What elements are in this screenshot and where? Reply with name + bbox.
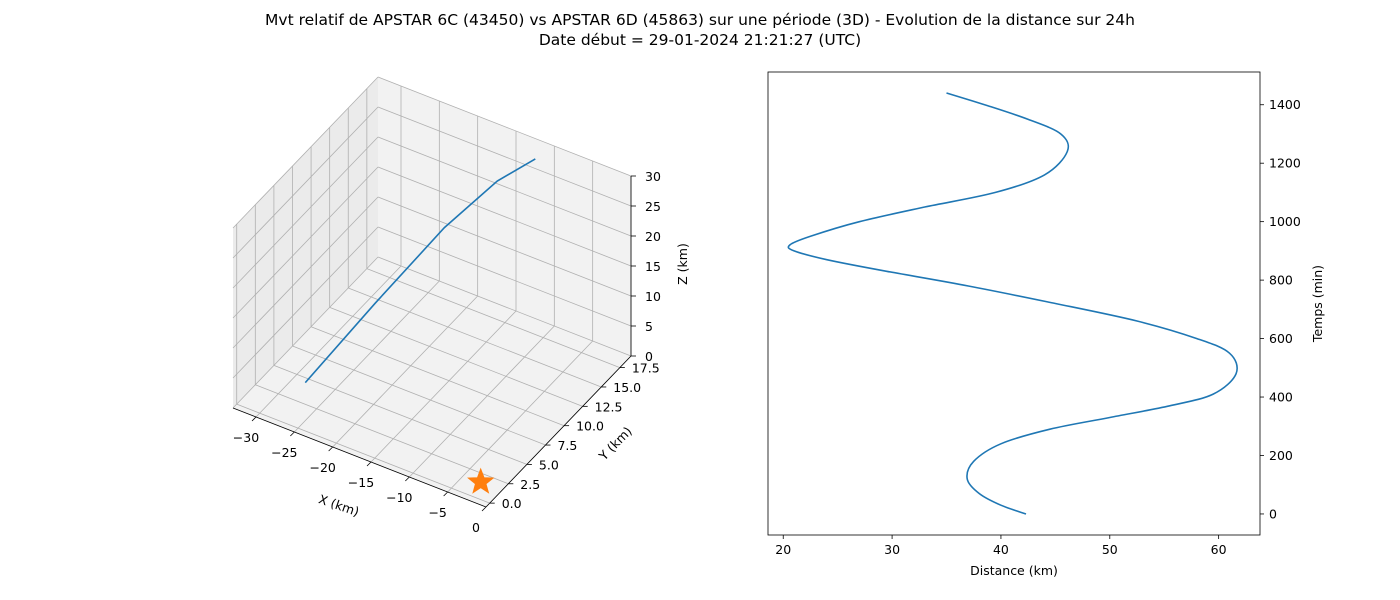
x-tick-label: 40 [993,542,1009,557]
x-tick-label: −15 [348,475,374,490]
x-tick-mark [405,476,410,482]
x-tick-mark [328,446,333,452]
trajectory-line [304,158,536,384]
figure-title: Mvt relatif de APSTAR 6C (43450) vs APST… [0,10,1400,50]
grid-line-y-floor [273,365,528,465]
y-tick-label: 15.0 [613,380,641,395]
title-line-2: Date début = 29-01-2024 21:21:27 (UTC) [538,31,862,49]
grid-line-y-floor [310,326,565,427]
x-tick-mark [251,416,257,422]
y-axis-line [485,355,632,508]
z-tick-label: 0 [645,349,653,364]
grid-line-z-back [377,106,632,207]
grid-line-x-floor [447,340,593,493]
grid-line-z-back [377,256,632,357]
y-tick-label: 600 [1269,331,1293,346]
z-tick-label: 30 [645,169,661,184]
x-tick-label: 20 [775,542,791,557]
distance-series-line [787,92,1238,515]
y-tick-label: 1000 [1269,214,1301,229]
chart-3d-trajectory: −30 −25 −20 −15 −10 −5 0 0.0 2.5 5.0 7.5 10.0 12.5 15… [232,76,690,535]
grid-line-x-floor [409,325,555,478]
grid-line-z-side [232,226,379,379]
grid-line-z-back [377,136,632,237]
z-tick-label: 15 [645,259,661,274]
grid-line-z-side [232,256,379,409]
x-tick-mark [481,506,487,512]
x-tick-label: −25 [271,445,297,460]
y-axis-label: Temps (min) [1310,265,1325,343]
x-tick-label: −30 [233,430,259,445]
z-tick-label: 5 [645,319,653,334]
grid-line-z-back [377,226,632,327]
x-tick-label: −20 [309,460,335,475]
grid-line-x-floor [255,265,402,418]
grid-line-y-floor [366,268,620,368]
plot-frame [767,71,1261,536]
x-tick-mark [366,461,372,467]
title-line-1: Mvt relatif de APSTAR 6C (43450) vs APST… [265,11,1135,29]
y-tick-label: 10.0 [576,419,604,434]
x-tick-label: −10 [386,490,412,505]
y-tick-label: 12.5 [595,399,623,414]
y-tick-label: 1200 [1269,156,1301,171]
y-tick-label: 0.0 [502,496,522,511]
grid-line-z-side [232,136,379,289]
x-tick-label: 50 [1102,542,1118,557]
x-tick-mark [443,491,448,497]
x-axis-label: X (km) [317,491,361,519]
y-tick-label: 5.0 [539,457,559,472]
z-tick-label: 25 [645,199,661,214]
y-tick-label: 7.5 [557,438,577,453]
grid-line-z-side [232,196,379,349]
grid-line-z-back [377,76,632,177]
grid-line-x-floor [332,295,478,448]
grid-line-x-floor [294,280,440,433]
y-tick-label: 17.5 [632,361,660,376]
chart-distance-vs-time: 20 30 40 50 600200400600800100012001400Dista… [767,71,1325,578]
grid-line-z-back [377,196,632,297]
x-tick-label: −5 [428,505,446,520]
grid-line-y-floor [255,384,509,485]
grid-line-z-side [232,106,379,259]
x-tick-label: 30 [884,542,900,557]
grid-line-z-side [232,76,379,229]
grid-line-y-floor [348,287,602,388]
y-tick-label: 400 [1269,390,1293,405]
x-tick-mark [290,431,295,437]
x-tick-label: 0 [472,520,480,535]
grid-line-y-floor [292,345,546,446]
axes-3d [232,175,636,512]
grid-line-z-back [377,166,632,267]
x-axis-label: Distance (km) [970,563,1058,578]
grid-3d [232,76,632,508]
x-tick-label: 60 [1211,542,1227,557]
z-tick-label: 20 [645,229,661,244]
grid-line-x-floor [370,310,517,463]
y-tick-label: 0 [1269,506,1277,521]
z-axis-label: Z (km) [675,243,690,285]
x-axis-line [232,407,487,508]
origin-star-marker [467,467,495,494]
grid-line-z-side [232,166,379,319]
z-tick-label: 10 [645,289,661,304]
y-tick-label: 800 [1269,273,1293,288]
y-tick-label: 2.5 [520,477,540,492]
y-tick-label: 1400 [1269,97,1301,112]
grid-line-y-floor [236,403,490,504]
pane-bottom [233,257,631,507]
grid-line-y-floor [329,306,583,407]
y-tick-label: 200 [1269,448,1293,463]
